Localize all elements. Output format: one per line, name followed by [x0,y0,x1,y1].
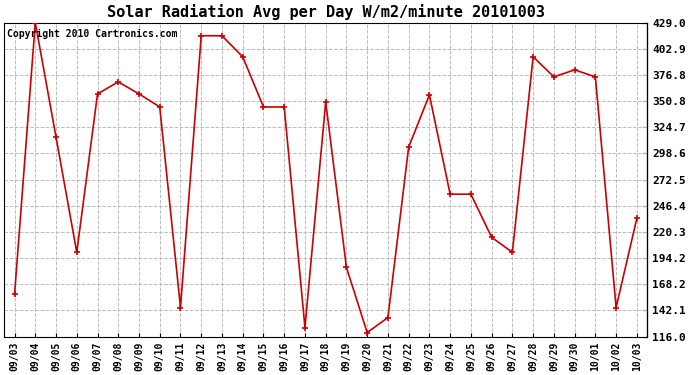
Text: Copyright 2010 Cartronics.com: Copyright 2010 Cartronics.com [8,29,178,39]
Title: Solar Radiation Avg per Day W/m2/minute 20101003: Solar Radiation Avg per Day W/m2/minute … [107,4,544,20]
